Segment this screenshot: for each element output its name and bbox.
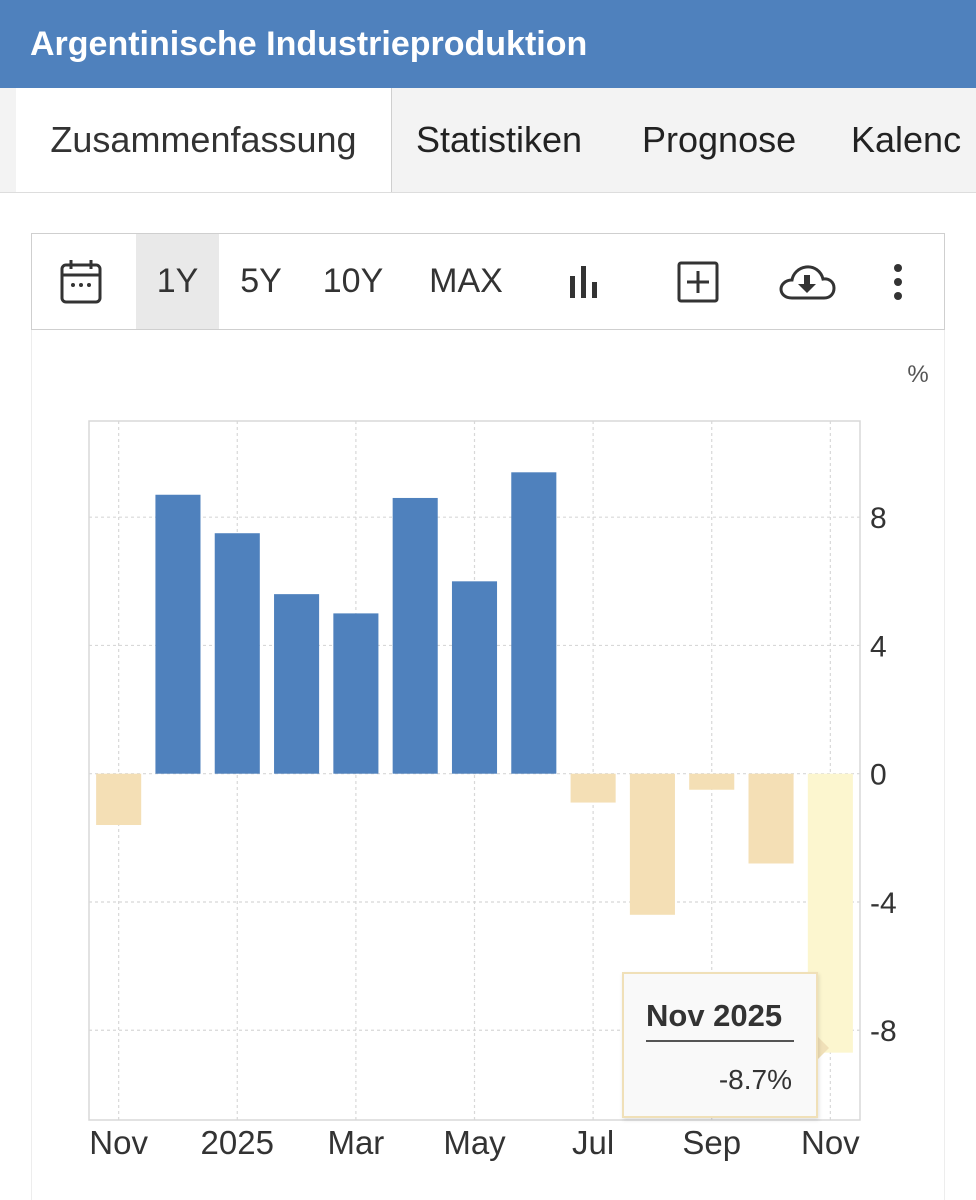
x-tick-label: May bbox=[443, 1124, 506, 1161]
bar-chart-icon[interactable] bbox=[554, 234, 614, 329]
tab-zusammenfassung[interactable]: Zusammenfassung bbox=[16, 88, 392, 192]
range-5y-button[interactable]: 5Y bbox=[240, 262, 282, 300]
page-title: Argentinische Industrieproduktion bbox=[0, 0, 976, 88]
tab-bar: Zusammenfassung Statistiken Prognose Kal… bbox=[0, 88, 976, 193]
y-tick-label: 0 bbox=[870, 759, 887, 792]
range-1y-button[interactable]: 1Y bbox=[136, 234, 219, 329]
bar[interactable] bbox=[155, 494, 201, 774]
chart-toolbar: 1Y 5Y 10Y MAX bbox=[31, 233, 945, 330]
y-unit-label: % bbox=[907, 361, 928, 388]
bar[interactable] bbox=[570, 773, 616, 803]
y-tick-label: 8 bbox=[870, 502, 887, 535]
bar[interactable] bbox=[629, 773, 675, 915]
x-tick-label: 2025 bbox=[201, 1124, 274, 1161]
x-tick-label: Sep bbox=[682, 1124, 741, 1161]
bar[interactable] bbox=[392, 497, 438, 774]
x-tick-label: Nov bbox=[801, 1124, 860, 1161]
y-tick-label: -8 bbox=[870, 1015, 897, 1048]
tooltip-title: Nov 2025 bbox=[646, 998, 783, 1033]
cloud-download-icon[interactable] bbox=[772, 234, 842, 329]
bar[interactable] bbox=[274, 594, 320, 774]
axis-labels: 8 4 0 -4 -8% Nov 2025 Mar May Jul Sep Nov bbox=[89, 361, 928, 1161]
chart-area bbox=[31, 330, 945, 1200]
bar-series bbox=[96, 472, 853, 1053]
y-tick-label: 4 bbox=[870, 630, 887, 663]
bar[interactable] bbox=[451, 581, 498, 774]
tooltip-pointer bbox=[817, 1036, 829, 1060]
tab-kalender[interactable]: Kalenc bbox=[851, 119, 962, 160]
x-tick-label: Nov bbox=[89, 1124, 148, 1161]
bar[interactable] bbox=[511, 472, 557, 774]
bar[interactable] bbox=[333, 613, 379, 774]
bar[interactable] bbox=[214, 533, 260, 774]
more-vertical-icon[interactable] bbox=[878, 234, 918, 329]
y-tick-label: -4 bbox=[870, 887, 897, 920]
x-tick-label: Mar bbox=[327, 1124, 384, 1161]
tooltip-divider bbox=[646, 1040, 794, 1042]
bar[interactable] bbox=[748, 773, 794, 864]
data-tooltip: Nov 2025 -8.7% bbox=[622, 972, 818, 1118]
range-10y-button[interactable]: 10Y bbox=[322, 262, 384, 300]
x-tick-label: Jul bbox=[572, 1124, 614, 1161]
bar[interactable] bbox=[689, 773, 735, 790]
tooltip-value: -8.7% bbox=[718, 1064, 792, 1095]
bar[interactable] bbox=[96, 773, 142, 826]
calendar-icon[interactable] bbox=[50, 234, 112, 329]
page-title-text: Argentinische Industrieproduktion bbox=[30, 24, 588, 63]
tab-prognose[interactable]: Prognose bbox=[642, 119, 797, 160]
range-max-button[interactable]: MAX bbox=[429, 262, 503, 300]
tab-statistiken[interactable]: Statistiken bbox=[416, 119, 583, 160]
add-box-icon[interactable] bbox=[668, 234, 728, 329]
